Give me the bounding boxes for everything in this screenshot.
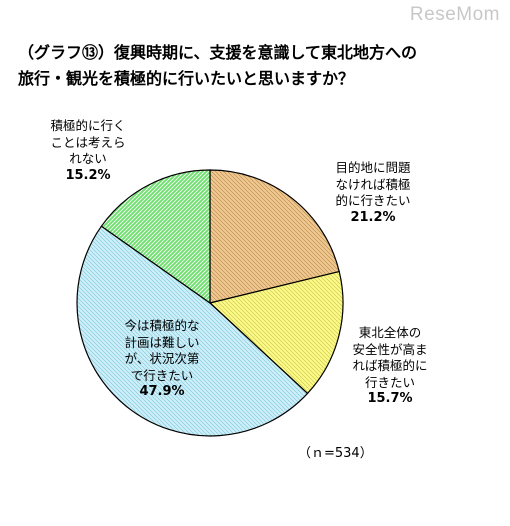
slice-label-depends: 今は積極的な 計画は難しい が、状況次第 で行きたい 47.9% [107,318,217,401]
slice-label-text: 東北全体の 安全性が高ま れば積極的に 行きたい [352,325,428,390]
slice-depends [76,225,309,437]
slice-value: 15.7% [367,391,413,406]
slice-value: 21.2% [350,209,396,225]
pie-slices [76,169,344,437]
chart-title-line-1: （グラフ⑬）復興時期に、支援を意識して東北地方への [18,43,418,62]
slice-destination [209,169,340,304]
chart-title: （グラフ⑬）復興時期に、支援を意識して東北地方への 旅行・観光を積極的に行いたい… [18,40,498,92]
slice-label-text: 今は積極的な 計画は難しい が、状況次第 で行きたい [124,318,200,383]
slice-value: 15.2% [65,167,111,183]
slice-label-not-considering: 積極的に行く ことは考えら れない 15.2% [36,118,140,184]
sample-size-note: （ｎ=534） [298,446,373,461]
slice-label-text: 目的地に問題 なければ積極 的に行きたい [335,160,411,208]
chart-title-line-2: 旅行・観光を積極的に行いたいと思いますか？ [18,69,355,88]
slice-label-safety: 東北全体の 安全性が高ま れば積極的に 行きたい 15.7% [336,325,444,408]
slice-label-destination: 目的地に問題 なければ積極 的に行きたい 21.2% [322,160,424,226]
watermark-logo: ReseMom [409,4,500,25]
slice-not-considering [100,169,211,305]
slice-value: 47.9% [139,384,185,399]
slice-label-text: 積極的に行く ことは考えら れない [50,118,126,166]
slice-safety [208,270,344,395]
